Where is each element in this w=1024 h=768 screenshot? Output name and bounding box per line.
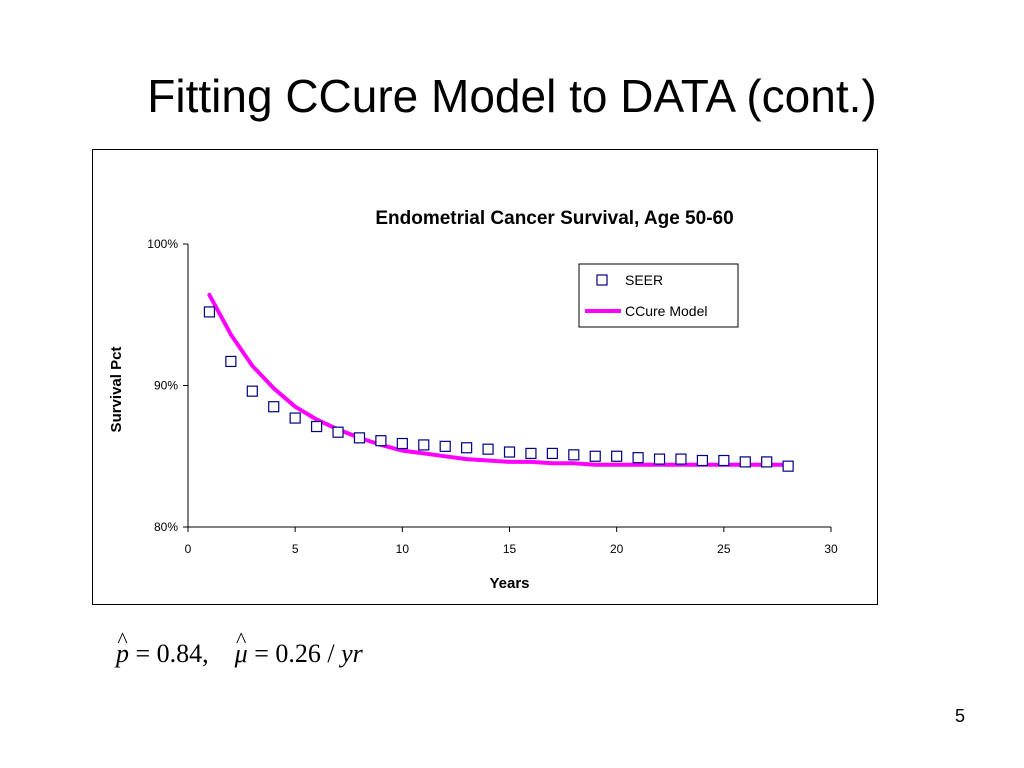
seer-point xyxy=(782,460,794,472)
seer-point xyxy=(246,385,258,397)
x-tick-label: 10 xyxy=(396,542,410,556)
seer-point xyxy=(268,401,280,413)
seer-point xyxy=(396,437,408,450)
legend-seer-label: SEER xyxy=(625,272,663,288)
seer-point xyxy=(546,447,558,460)
seer-point xyxy=(375,435,387,447)
rate-unit: yr xyxy=(341,639,363,668)
p-symbol: p xyxy=(116,639,129,668)
p-value: = 0.84, xyxy=(129,639,209,668)
seer-point xyxy=(418,439,430,451)
seer-point xyxy=(525,447,537,460)
seer-point xyxy=(203,306,216,318)
y-tick-label: 90% xyxy=(154,379,178,393)
mu-hat-symbol: ^ μ xyxy=(234,627,248,674)
seer-point xyxy=(311,420,323,433)
seer-point xyxy=(589,450,601,462)
p-hat-symbol: ^ p xyxy=(116,627,129,674)
seer-point xyxy=(503,446,516,458)
mu-symbol: μ xyxy=(234,639,248,668)
seer-point xyxy=(439,440,451,452)
seer-point xyxy=(653,453,666,465)
seer-point xyxy=(289,412,301,424)
x-tick-label: 0 xyxy=(185,542,192,556)
parameter-formula: ^ p = 0.84, ^ μ = 0.26 / yr xyxy=(116,627,363,674)
seer-point xyxy=(675,453,687,465)
chart-title: Endometrial Cancer Survival, Age 50-60 xyxy=(375,208,733,229)
seer-point xyxy=(353,432,366,444)
seer-point xyxy=(461,442,473,454)
x-axis-label: Years xyxy=(489,575,529,592)
seer-point xyxy=(632,452,644,464)
seer-point xyxy=(718,454,730,467)
x-tick-label: 5 xyxy=(292,542,299,556)
x-tick-label: 25 xyxy=(717,542,731,556)
mu-value: = 0.26 / xyxy=(247,639,342,668)
seer-point xyxy=(482,443,494,455)
legend-seer-marker xyxy=(596,274,608,286)
seer-point xyxy=(225,355,237,368)
slide-title: Fitting CCure Model to DATA (cont.) xyxy=(147,70,877,122)
p-hat-accent: ^ xyxy=(117,627,128,652)
y-tick-label: 80% xyxy=(154,520,178,534)
seer-point xyxy=(696,454,709,467)
seer-point xyxy=(611,450,623,462)
legend-model-label: CCure Model xyxy=(625,303,707,319)
x-tick-label: 30 xyxy=(824,542,838,556)
seer-point xyxy=(332,426,344,438)
mu-hat-accent: ^ xyxy=(236,627,247,652)
seer-point xyxy=(761,456,773,468)
y-axis-label: Survival Pct xyxy=(108,347,125,433)
seer-point xyxy=(739,456,751,468)
x-tick-label: 15 xyxy=(503,542,517,556)
survival-chart: Endometrial Cancer Survival, Age 50-60 80… xyxy=(108,208,838,592)
page-number: 5 xyxy=(954,706,965,726)
y-tick-label: 100% xyxy=(147,237,178,251)
seer-point xyxy=(568,449,580,461)
x-tick-label: 20 xyxy=(610,542,624,556)
ccure-model-line xyxy=(207,292,791,467)
chart-frame: Endometrial Cancer Survival, Age 50-60 80… xyxy=(92,149,878,605)
